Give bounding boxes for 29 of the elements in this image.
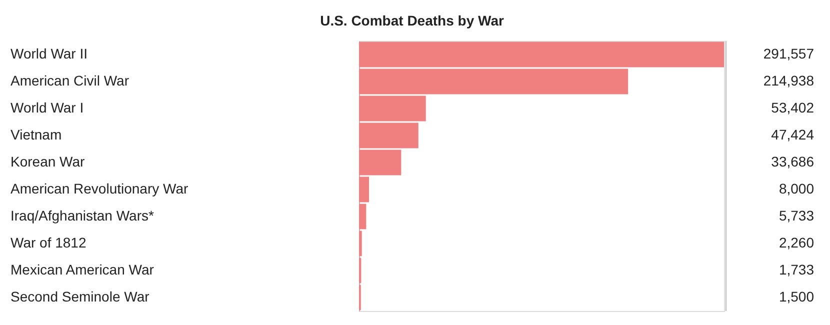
bar [359,204,366,230]
data-label: 47,424 [771,126,814,142]
y-tick-label: World War II [10,46,88,62]
y-tick-label: Korean War [10,154,86,170]
bar [359,230,362,256]
data-label: 5,733 [778,208,814,224]
y-tick-label: World War I [10,100,84,116]
bar [359,68,628,94]
bar [359,176,370,202]
bar [359,42,724,68]
y-tick-label: American Revolutionary War [10,180,188,196]
data-label: 214,938 [763,72,814,88]
y-tick-label: War of 1812 [10,234,86,250]
data-label: 8,000 [778,180,814,196]
data-label: 2,260 [778,234,814,250]
data-label: 53,402 [771,100,814,116]
y-tick-label: Second Seminole War [10,288,150,304]
y-tick-label: Iraq/Afghanistan Wars* [10,208,154,224]
data-label: 291,557 [763,46,814,62]
bar [359,96,426,122]
y-tick-label: Vietnam [10,126,62,142]
data-label: 33,686 [771,154,814,170]
data-label: 1,733 [778,262,814,278]
bar [359,150,402,176]
chart-title: U.S. Combat Deaths by War [320,12,504,28]
bar [359,122,418,148]
y-tick-label: American Civil War [10,72,130,88]
data-label: 1,500 [778,288,814,304]
y-tick-label: Mexican American War [10,262,154,278]
